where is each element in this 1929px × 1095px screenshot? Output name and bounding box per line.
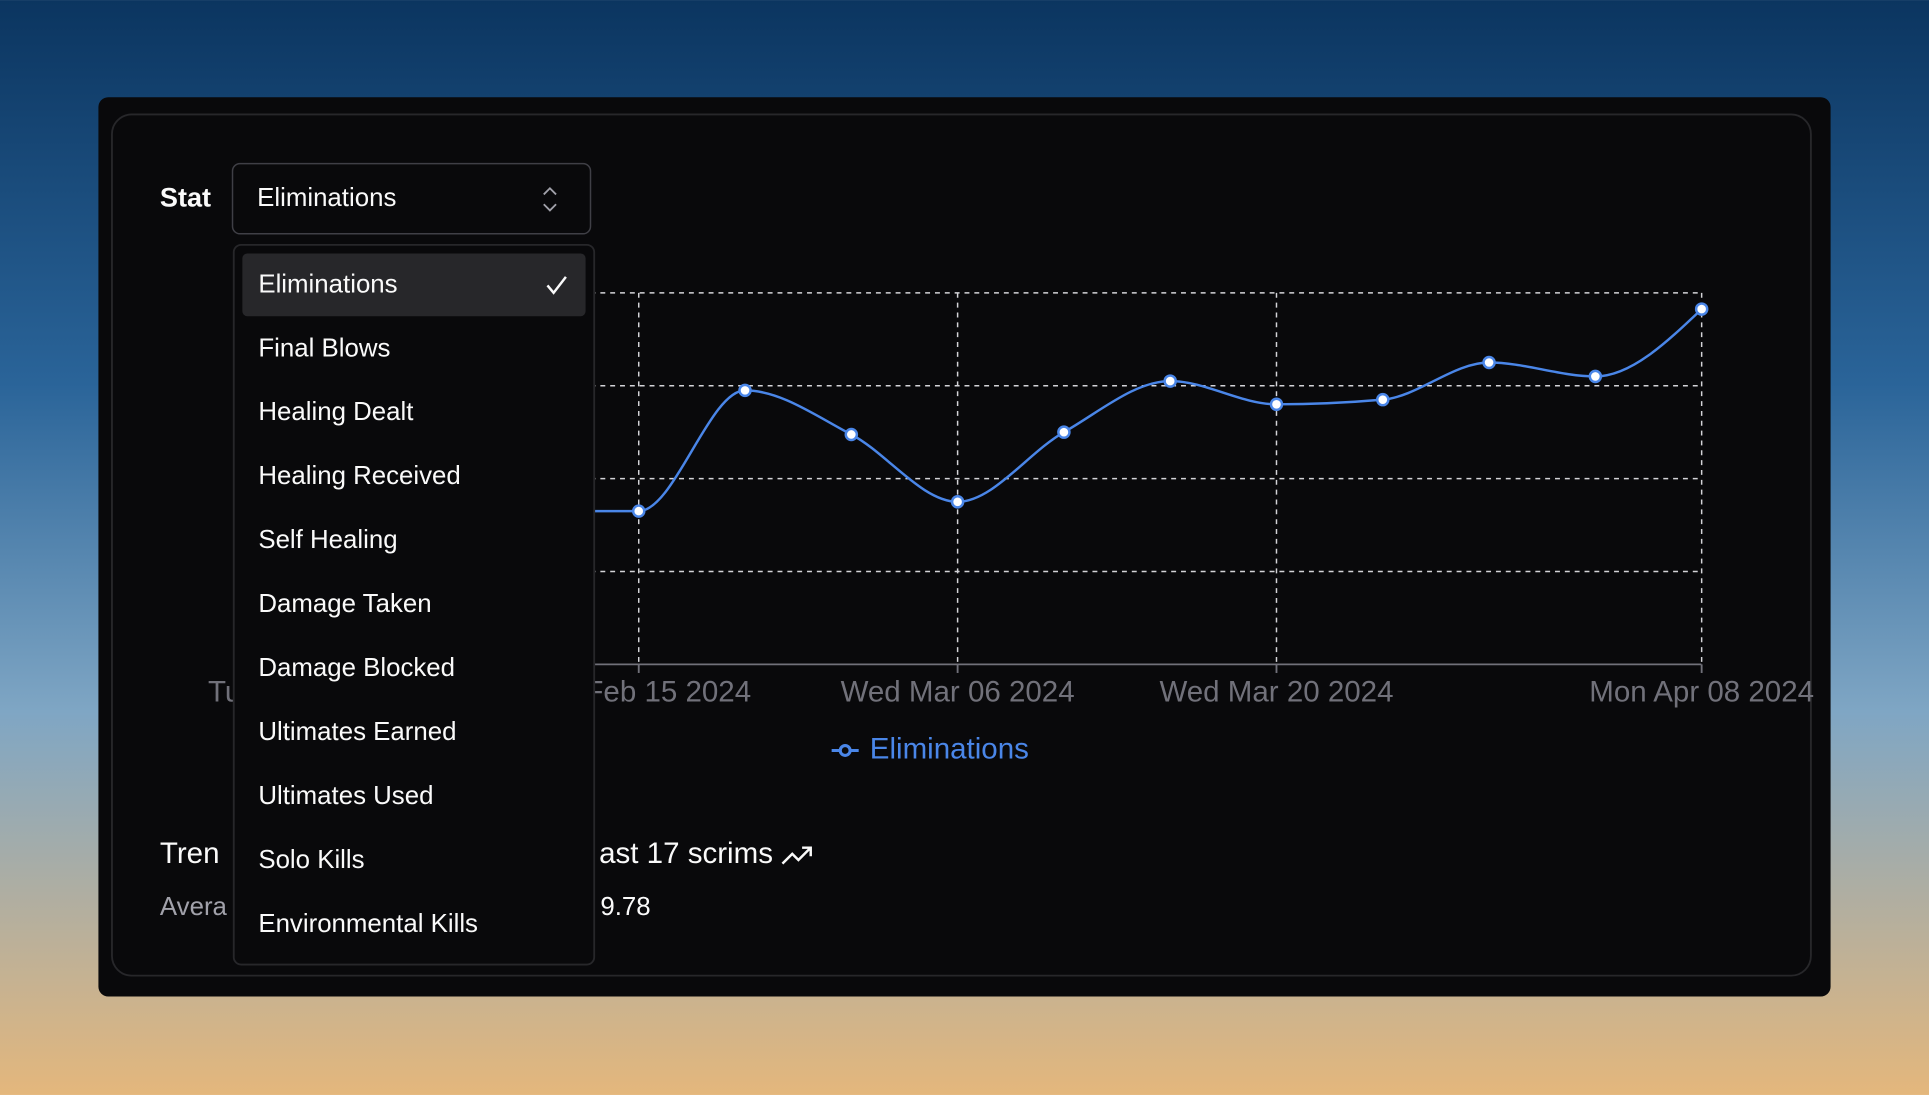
option-label[interactable]: Environmental Kills [258, 910, 478, 938]
stat-select[interactable]: Eliminations [231, 162, 592, 235]
trend-icon [781, 846, 812, 865]
x-tick-label: Wed Mar 06 2024 [841, 676, 1075, 709]
menu-option[interactable]: Eliminations [242, 253, 586, 317]
trend-title-start: Tren [160, 837, 220, 870]
option-label[interactable]: Damage Blocked [258, 654, 455, 682]
trend-title-end: ast 17 scrims [599, 837, 773, 870]
option-label[interactable]: Healing Dealt [258, 398, 413, 426]
menu-option[interactable]: Self Healing [258, 526, 397, 554]
menu-option[interactable]: Ultimates Earned [258, 718, 456, 746]
card [111, 113, 1812, 977]
option-label[interactable]: Ultimates Used [258, 782, 433, 810]
data-point [844, 427, 859, 442]
option-label[interactable]: Eliminations [258, 270, 397, 298]
option-label[interactable]: Final Blows [258, 334, 390, 362]
menu-option[interactable]: Solo Kills [258, 846, 364, 874]
data-point [1163, 374, 1177, 388]
dropdown-menu: Eliminations Final Blows Healing Dealt Heal… [232, 243, 596, 966]
data-point [1588, 369, 1603, 384]
data-point [1269, 397, 1284, 412]
chevron-icon [543, 186, 557, 212]
data-point [738, 383, 752, 398]
data-point [1376, 392, 1390, 407]
menu-option[interactable]: Damage Blocked [258, 654, 455, 682]
option-label[interactable]: Solo Kills [258, 846, 364, 874]
menu-option[interactable]: Ultimates Used [258, 782, 433, 810]
option-label[interactable]: Ultimates Earned [258, 718, 456, 746]
option-label[interactable]: Self Healing [258, 526, 397, 554]
data-point [950, 495, 965, 509]
average-value: 9.78 [600, 893, 650, 921]
data-point [1694, 302, 1709, 316]
check-icon [546, 276, 567, 295]
menu-option[interactable]: Final Blows [258, 334, 390, 362]
menu-option[interactable]: Healing Received [258, 462, 460, 490]
legend-icon-dot [838, 744, 852, 757]
select-value[interactable]: Eliminations [257, 184, 396, 212]
menu-panel [232, 243, 596, 966]
option-highlight [242, 253, 586, 317]
average-start: Avera [160, 893, 228, 921]
stat-label: Stat [160, 182, 211, 212]
option-label[interactable]: Healing Received [258, 462, 460, 490]
data-point [1057, 425, 1071, 439]
menu-option[interactable]: Damage Taken [258, 590, 431, 618]
data-point [1482, 355, 1496, 370]
menu-option[interactable]: Environmental Kills [258, 910, 478, 938]
menu-option[interactable]: Healing Dealt [258, 398, 413, 426]
select-box[interactable] [231, 162, 592, 235]
data-point [631, 504, 646, 518]
x-tick-label: Mon Apr 08 2024 [1589, 676, 1814, 709]
x-tick-label: Wed Mar 20 2024 [1159, 676, 1393, 709]
legend-label: Eliminations [870, 732, 1029, 765]
option-label[interactable]: Damage Taken [258, 590, 431, 618]
